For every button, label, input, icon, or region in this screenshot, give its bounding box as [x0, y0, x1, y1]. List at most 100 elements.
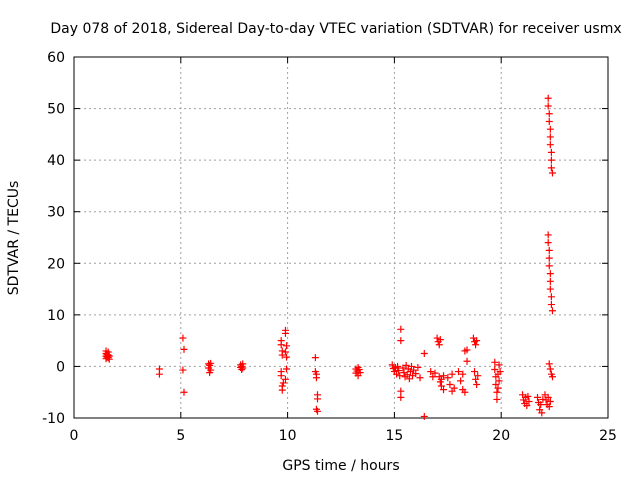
data-point [283, 342, 291, 350]
data-point [281, 329, 289, 337]
data-point [279, 379, 287, 387]
data-point [547, 293, 555, 301]
data-point [545, 360, 553, 368]
data-point [437, 375, 445, 383]
data-point [547, 156, 555, 164]
data-point [474, 372, 482, 380]
data-point [546, 125, 554, 133]
x-tick-label: 25 [599, 428, 617, 444]
data-point [491, 358, 499, 366]
data-point [463, 357, 471, 365]
data-point [278, 351, 286, 359]
data-point [440, 372, 448, 380]
data-point [544, 94, 552, 102]
data-point [207, 359, 215, 367]
data-point [545, 246, 553, 254]
y-tick-label: 40 [47, 153, 65, 169]
data-point [544, 231, 552, 239]
data-point [545, 262, 553, 270]
data-point [547, 148, 555, 156]
data-point [546, 277, 554, 285]
data-point [459, 370, 467, 378]
data-point [546, 133, 554, 141]
data-point [446, 380, 454, 388]
data-point [495, 377, 503, 385]
y-tick-label: 10 [47, 308, 65, 324]
data-point [547, 301, 555, 309]
data-point [435, 341, 443, 349]
data-point [524, 392, 532, 400]
data-point [454, 368, 462, 376]
data-point [397, 325, 405, 333]
data-point [314, 407, 322, 415]
y-axis-title: SDTVAR / TECUs [6, 181, 22, 296]
data-point [548, 169, 556, 177]
data-point [416, 374, 424, 382]
data-point [278, 386, 286, 394]
data-point [538, 409, 546, 417]
x-tick-label: 5 [176, 428, 185, 444]
data-point [431, 369, 439, 377]
data-point [207, 366, 215, 374]
data-point [473, 380, 481, 388]
data-point [397, 337, 405, 345]
data-point [546, 141, 554, 149]
data-point [545, 110, 553, 118]
data-point [450, 384, 458, 392]
data-point [545, 117, 553, 125]
data-point [397, 387, 405, 395]
y-tick-label: 30 [47, 205, 65, 221]
data-point [311, 354, 319, 362]
chart-title: Day 078 of 2018, Sidereal Day-to-day VTE… [50, 21, 621, 37]
data-point [420, 350, 428, 358]
plot-area-frame [73, 56, 609, 419]
data-point [396, 372, 404, 380]
data-point [433, 334, 441, 342]
data-point [548, 307, 556, 315]
axis-ticks [73, 56, 609, 419]
data-point [277, 341, 285, 349]
data-point [436, 336, 444, 344]
data-point [472, 341, 480, 349]
data-point [277, 372, 285, 380]
x-axis-title: GPS time / hours [282, 458, 399, 474]
data-point [493, 388, 501, 396]
data-point [155, 370, 163, 378]
data-point [537, 401, 545, 409]
data-point [393, 370, 401, 378]
data-point [472, 375, 480, 383]
data-point [281, 375, 289, 383]
data-point [179, 334, 187, 342]
data-point [546, 397, 554, 405]
data-point [104, 348, 112, 356]
data-point [461, 388, 469, 396]
data-point [283, 365, 291, 373]
data-point [412, 370, 420, 378]
data-point [180, 345, 188, 353]
data-point [420, 412, 428, 420]
data-point [407, 362, 415, 370]
data-point [534, 393, 542, 401]
data-point [495, 361, 503, 369]
y-tick-label: -10 [42, 411, 65, 427]
data-point [448, 370, 456, 378]
data-point [427, 368, 435, 376]
data-point [544, 393, 552, 401]
data-point [397, 393, 405, 401]
data-point [493, 395, 501, 403]
data-point [239, 364, 247, 372]
data-point [405, 375, 413, 383]
data-point [429, 373, 437, 381]
data-point [492, 380, 500, 388]
data-point [494, 384, 502, 392]
data-point [546, 285, 554, 293]
data-point [496, 368, 504, 376]
y-tick-label: 60 [47, 50, 65, 66]
data-point [356, 369, 364, 377]
data-point [491, 366, 499, 374]
data-point [525, 397, 533, 405]
data-points [102, 94, 556, 420]
data-point [410, 366, 418, 374]
data-point [238, 366, 246, 374]
